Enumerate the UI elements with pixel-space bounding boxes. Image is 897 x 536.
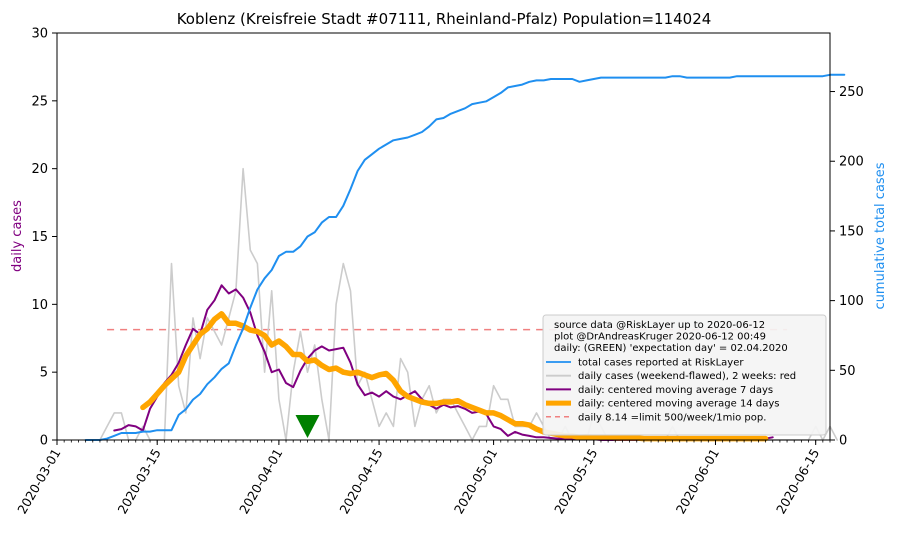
- y-right-tick-label: 250: [839, 85, 864, 100]
- x-tick-label: 2020-05-01: [451, 446, 500, 516]
- y-right-tick-label: 50: [839, 364, 856, 379]
- x-tick-label: 2020-06-01: [673, 446, 722, 516]
- y-axis-right-label: cumulative total cases: [873, 162, 888, 309]
- legend-header-line: daily: (GREEN) 'expectation day' = 02.04…: [554, 343, 788, 354]
- y-left-tick-label: 5: [40, 366, 48, 381]
- x-tick-label: 2020-05-15: [551, 446, 600, 516]
- expectation-day-marker: [295, 415, 320, 438]
- legend-entry-label: daily 8.14 =limit 500/week/1mio pop.: [578, 412, 766, 423]
- x-axis: 2020-03-01 2020-03-15 2020-04-01 2020-04-15…: [14, 440, 831, 516]
- x-tick-label: 2020-03-15: [114, 446, 163, 516]
- y-right-tick-label: 150: [839, 224, 864, 239]
- legend-entry-label: daily: centered moving average 7 days: [578, 385, 773, 396]
- y-axis-left: 0 5 10 15 20 25 30: [31, 27, 57, 449]
- y-left-tick-label: 20: [31, 162, 48, 177]
- legend-header-line: plot @DrAndreasKruger 2020-06-12 00:49: [554, 332, 766, 343]
- x-tick-label: 2020-04-15: [336, 446, 385, 516]
- y-axis-left-label: daily cases: [10, 200, 25, 272]
- x-tick-label: 2020-06-15: [773, 446, 822, 516]
- y-axis-right: 0 50 100 150 200 250: [830, 85, 864, 449]
- ma14-layer: [140, 311, 769, 442]
- legend-entry-label: total cases reported at RiskLayer: [578, 358, 744, 369]
- y-right-tick-label: 100: [839, 294, 864, 309]
- legend-box: [542, 314, 827, 436]
- y-left-tick-label: 15: [31, 230, 48, 245]
- y-left-tick-label: 0: [40, 434, 48, 449]
- x-tick-label: 2020-04-01: [236, 446, 285, 516]
- expectation-marker-layer: [295, 415, 320, 438]
- y-right-tick-label: 200: [839, 155, 864, 170]
- x-tick-label: 2020-03-01: [14, 446, 63, 516]
- y-right-tick-label: 0: [839, 434, 847, 449]
- legend: source data @RiskLayer up to 2020-06-12p…: [542, 314, 827, 436]
- y-left-tick-label: 25: [31, 94, 48, 109]
- legend-header-line: source data @RiskLayer up to 2020-06-12: [554, 320, 765, 331]
- y-left-tick-label: 30: [31, 27, 48, 42]
- ma14-line: [140, 311, 769, 442]
- legend-entry-label: daily cases (weekend-flawed), 2 weeks: r…: [578, 371, 796, 382]
- legend-entry-label: daily: centered moving average 14 days: [578, 399, 779, 410]
- chart-title: Koblenz (Kreisfreie Stadt #07111, Rheinl…: [177, 10, 712, 28]
- y-left-tick-label: 10: [31, 298, 48, 313]
